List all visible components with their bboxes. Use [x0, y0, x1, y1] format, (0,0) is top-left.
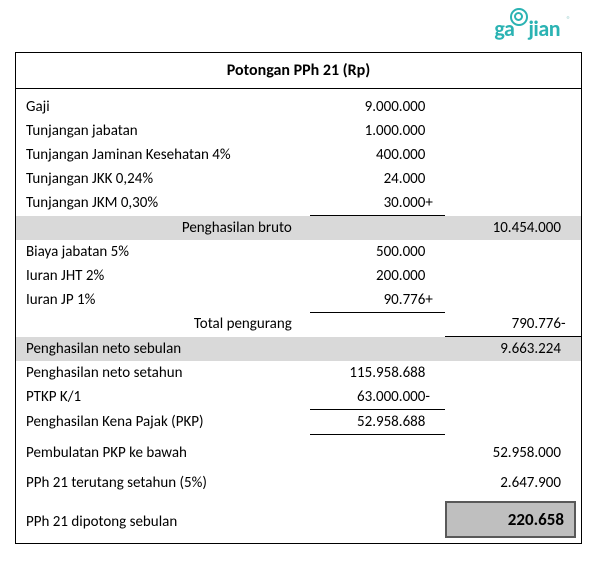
value-jkm: 30.000	[310, 191, 446, 216]
label-terutang: PPh 21 terutang setahun (5%)	[16, 471, 310, 495]
row-tunjab: Tunjangan jabatan 1.000.000	[16, 119, 581, 143]
row-terutang: PPh 21 terutang setahun (5%) 2.647.900	[16, 471, 581, 495]
row-bulat: Pembulatan PKP ke bawah 52.958.000	[16, 441, 581, 465]
label-netotahun: Penghasilan neto setahun	[16, 361, 310, 385]
pph21-table: Potongan PPh 21 (Rp) Gaji 9.000.000 Tunj…	[15, 52, 582, 544]
value-bruto: 10.454.000	[445, 216, 581, 240]
label-jp: Iuran JP 1%	[16, 288, 310, 313]
value-potong: 220.658	[445, 501, 576, 538]
row-ptkp: PTKP K/1 63.000.000	[16, 385, 581, 410]
row-jkk: Tunjangan JKK 0,24% 24.000	[16, 167, 581, 191]
row-biayajab: Biaya jabatan 5% 500.000	[16, 240, 581, 264]
label-jkm: Tunjangan JKM 0,30%	[16, 191, 310, 216]
row-gaji: Gaji 9.000.000	[16, 95, 581, 119]
value-ptkp: 63.000.000	[310, 385, 446, 410]
row-tunkes: Tunjangan Jaminan Kesehatan 4% 400.000	[16, 143, 581, 167]
row-pkp: Penghasilan Kena Pajak (PKP) 52.958.688	[16, 410, 581, 435]
label-tunjab: Tunjangan jabatan	[16, 119, 310, 143]
value-gaji: 9.000.000	[310, 95, 446, 119]
label-tunkes: Tunjangan Jaminan Kesehatan 4%	[16, 143, 310, 167]
row-pengurang: Total pengurang 790.776	[16, 312, 581, 337]
title-row: Potongan PPh 21 (Rp)	[16, 53, 581, 89]
row-netotahun: Penghasilan neto setahun 115.958.688	[16, 361, 581, 385]
label-bulat: Pembulatan PKP ke bawah	[16, 441, 310, 465]
label-jht: Iuran JHT 2%	[16, 264, 310, 288]
value-tunjab: 1.000.000	[310, 119, 446, 143]
row-jp: Iuran JP 1% 90.776	[16, 288, 581, 313]
label-biayajab: Biaya jabatan 5%	[16, 240, 310, 264]
value-netobulan: 9.663.224	[445, 337, 581, 362]
label-netobulan: Penghasilan neto sebulan	[16, 337, 310, 362]
row-jht: Iuran JHT 2% 200.000	[16, 264, 581, 288]
row-potong: PPh 21 dipotong sebulan 220.658	[16, 501, 581, 543]
value-terutang: 2.647.900	[445, 471, 581, 495]
row-bruto: Penghasilan bruto 10.454.000	[16, 216, 581, 240]
table-title: Potongan PPh 21 (Rp)	[16, 53, 581, 89]
row-netobulan: Penghasilan neto sebulan 9.663.224	[16, 337, 581, 362]
value-tunkes: 400.000	[310, 143, 446, 167]
label-bruto: Penghasilan bruto	[16, 216, 310, 240]
label-gaji: Gaji	[16, 95, 310, 119]
value-jht: 200.000	[310, 264, 446, 288]
label-potong: PPh 21 dipotong sebulan	[16, 501, 310, 543]
label-pkp: Penghasilan Kena Pajak (PKP)	[16, 410, 310, 435]
value-bulat: 52.958.000	[445, 441, 581, 465]
value-netotahun: 115.958.688	[310, 361, 446, 385]
label-jkk: Tunjangan JKK 0,24%	[16, 167, 310, 191]
value-biayajab: 500.000	[310, 240, 446, 264]
brand-logo: gajian	[494, 15, 560, 42]
value-jkk: 24.000	[310, 167, 446, 191]
value-pengurang: 790.776	[445, 312, 581, 337]
label-ptkp: PTKP K/1	[16, 385, 310, 410]
value-jp: 90.776	[310, 288, 446, 313]
label-pengurang: Total pengurang	[16, 312, 310, 337]
row-jkm: Tunjangan JKM 0,30% 30.000	[16, 191, 581, 216]
logo-container: gajian	[15, 15, 580, 42]
value-pkp: 52.958.688	[310, 410, 446, 435]
